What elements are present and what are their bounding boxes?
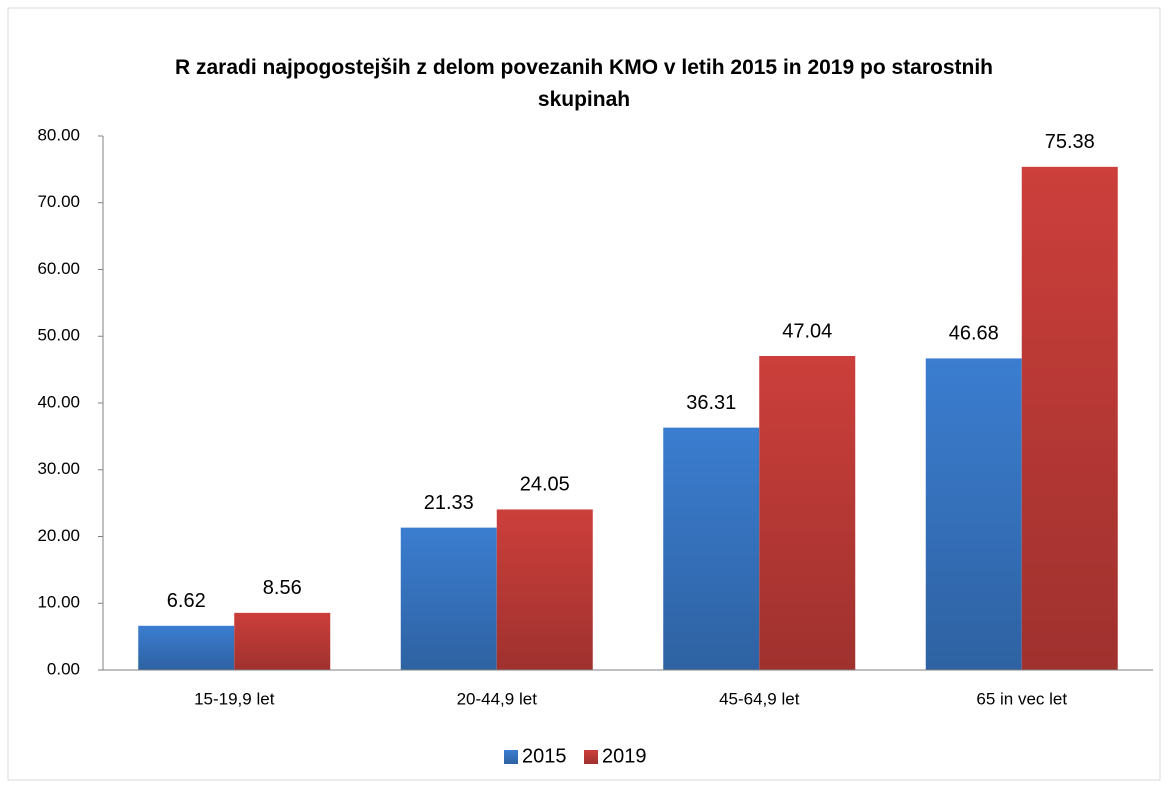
bar bbox=[663, 427, 760, 670]
x-tick-label: 20-44,9 let bbox=[457, 689, 538, 708]
data-label: 75.38 bbox=[1045, 131, 1095, 153]
y-tick-label: 70.00 bbox=[37, 192, 80, 211]
y-tick-label: 40.00 bbox=[37, 392, 80, 411]
data-label: 47.04 bbox=[782, 320, 832, 342]
data-label: 21.33 bbox=[424, 492, 474, 514]
y-tick-label: 20.00 bbox=[37, 526, 80, 545]
bar bbox=[925, 358, 1022, 670]
y-tick-label: 60.00 bbox=[37, 259, 80, 278]
y-tick-label: 50.00 bbox=[37, 326, 80, 345]
y-tick-label: 10.00 bbox=[37, 593, 80, 612]
legend-label: 2015 bbox=[522, 745, 567, 767]
x-tick-label: 65 in vec let bbox=[976, 689, 1067, 708]
data-label: 24.05 bbox=[520, 474, 570, 496]
data-label: 46.68 bbox=[949, 323, 999, 345]
bar bbox=[1021, 166, 1118, 670]
data-label: 8.56 bbox=[263, 577, 302, 599]
bar bbox=[400, 527, 497, 670]
y-tick-label: 30.00 bbox=[37, 459, 80, 478]
x-tick-label: 15-19,9 let bbox=[194, 689, 275, 708]
data-label: 36.31 bbox=[686, 392, 736, 414]
y-tick-label: 80.00 bbox=[37, 125, 80, 144]
bar bbox=[138, 625, 235, 670]
bar bbox=[496, 509, 593, 670]
bar bbox=[234, 612, 331, 670]
chart-title: R zaradi najpogostejših z delom povezani… bbox=[174, 56, 993, 111]
x-tick-label: 45-64,9 let bbox=[719, 689, 800, 708]
legend-swatch bbox=[504, 750, 518, 764]
legend-swatch bbox=[584, 750, 598, 764]
data-label: 6.62 bbox=[167, 590, 206, 612]
bar bbox=[759, 356, 856, 670]
legend-label: 2019 bbox=[602, 745, 647, 767]
y-tick-label: 0.00 bbox=[47, 659, 80, 678]
